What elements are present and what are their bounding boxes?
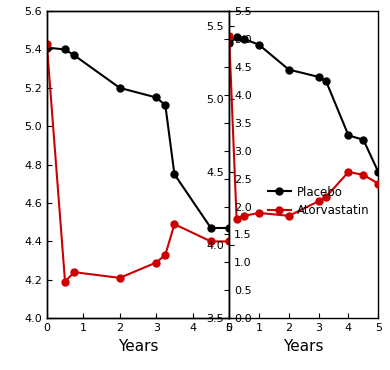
Legend: Placebo, Atorvastatin: Placebo, Atorvastatin xyxy=(263,181,374,222)
X-axis label: Years: Years xyxy=(284,339,324,354)
X-axis label: Years: Years xyxy=(118,339,158,354)
